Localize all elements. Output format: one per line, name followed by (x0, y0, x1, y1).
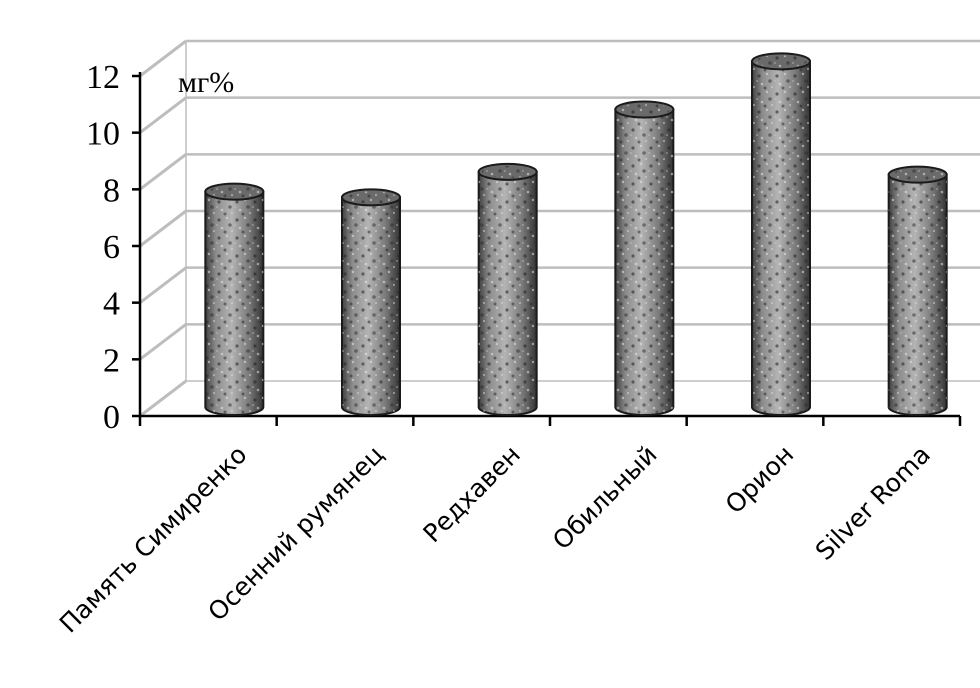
x-tick-label: Орион (720, 440, 800, 520)
grid-diagonal (139, 209, 187, 248)
grid-diagonal (139, 153, 187, 191)
y-tick-label: 4 (103, 286, 120, 323)
unit-label: мг% (178, 66, 234, 99)
y-tick-label: 2 (103, 342, 120, 379)
y-tick-label: 8 (103, 172, 120, 209)
axis-layer (132, 72, 962, 426)
x-tick-label: Редхавен (417, 440, 525, 548)
grid-diagonal (139, 266, 187, 304)
grid-layer (139, 39, 980, 418)
y-tick-label: 0 (103, 399, 120, 436)
y-tick-label: 12 (86, 59, 120, 96)
bar (341, 188, 401, 416)
grid-diagonal (139, 323, 187, 361)
grid-diagonal (139, 379, 187, 418)
bar (614, 100, 675, 416)
y-tick-label: 10 (86, 116, 120, 153)
bar (477, 162, 538, 416)
bar (204, 182, 265, 416)
grid-diagonal (139, 96, 187, 134)
bar (887, 165, 948, 416)
bar (751, 52, 811, 416)
y-tick-label: 6 (103, 229, 120, 266)
bars-layer (204, 52, 948, 416)
x-tick-label: Обильный (547, 440, 663, 556)
x-tick-label: Silver Roma (810, 440, 936, 566)
grid-diagonal (139, 39, 187, 78)
